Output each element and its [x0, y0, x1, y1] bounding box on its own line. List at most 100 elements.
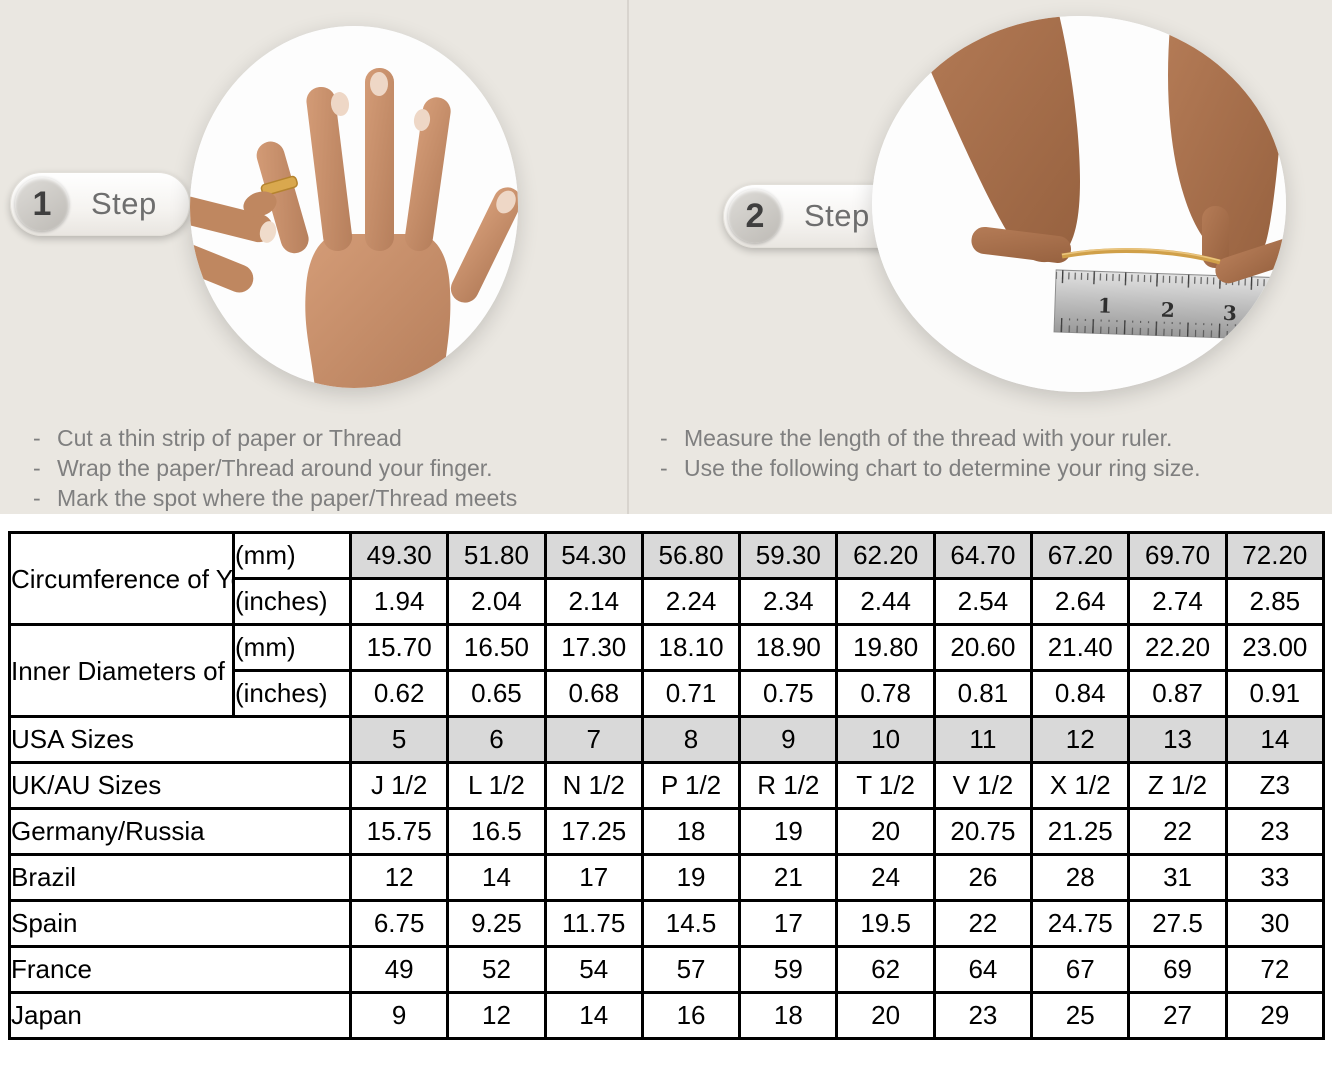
- table-value-cell: 0.78: [835, 669, 936, 718]
- table-value-cell: 23: [1224, 807, 1326, 856]
- step-label: Step: [91, 186, 157, 221]
- table-region-label: Germany/Russia: [8, 807, 352, 856]
- table-value-cell: V 1/2: [932, 761, 1034, 810]
- table-value-cell: 20.75: [932, 807, 1034, 856]
- table-value-cell: 2.04: [446, 577, 547, 626]
- ruler-icon: 1 2 3: [1053, 269, 1286, 342]
- table-value-cell: 72: [1224, 945, 1326, 994]
- table-value-cell: 62: [835, 945, 936, 994]
- table-value-cell: 17.25: [543, 807, 644, 856]
- table-value-cell: 11: [932, 715, 1034, 764]
- table-value-cell: Z 1/2: [1127, 761, 1228, 810]
- step-1-badge: 1 Step: [10, 172, 190, 236]
- table-value-cell: 57: [640, 945, 742, 994]
- table-value-cell: 6.75: [348, 899, 450, 948]
- measuring-thread-with-ruler-photo: 1 2 3: [872, 16, 1286, 392]
- table-value-cell: 7: [543, 715, 644, 764]
- table-value-cell: 14: [446, 853, 547, 902]
- gold-ring-icon: [260, 175, 298, 196]
- table-value-cell: 22.20: [1127, 623, 1228, 672]
- table-region-label: France: [8, 945, 352, 994]
- table-value-cell: 12: [446, 991, 547, 1040]
- table-value-cell: 0.75: [738, 669, 839, 718]
- bullet-dash: -: [33, 425, 41, 451]
- table-value-cell: 72.20: [1224, 531, 1326, 580]
- table-value-cell: 14.5: [640, 899, 742, 948]
- table-value-cell: 67.20: [1030, 531, 1131, 580]
- table-value-cell: 59: [738, 945, 839, 994]
- instruction-text: Wrap the paper/Thread around your finger…: [57, 455, 493, 481]
- table-value-cell: 20: [835, 807, 936, 856]
- table-value-cell: 21.25: [1030, 807, 1131, 856]
- table-value-cell: 51.80: [446, 531, 547, 580]
- table-value-cell: 54.30: [543, 531, 644, 580]
- table-value-cell: 13: [1127, 715, 1228, 764]
- table-value-cell: 16: [640, 991, 742, 1040]
- table-value-cell: 67: [1030, 945, 1131, 994]
- table-value-cell: 23.00: [1224, 623, 1326, 672]
- panel-divider: [627, 0, 629, 514]
- table-value-cell: 17.30: [543, 623, 644, 672]
- table-value-cell: N 1/2: [543, 761, 644, 810]
- table-value-cell: 5: [348, 715, 450, 764]
- svg-text:1: 1: [1098, 293, 1113, 317]
- table-value-cell: 0.87: [1127, 669, 1228, 718]
- table-value-cell: 2.14: [543, 577, 644, 626]
- table-value-cell: 59.30: [738, 531, 839, 580]
- table-value-cell: P 1/2: [640, 761, 742, 810]
- bullet-dash: -: [33, 485, 41, 511]
- table-value-cell: 28: [1030, 853, 1131, 902]
- step-number-circle: 2: [728, 189, 782, 243]
- table-value-cell: L 1/2: [446, 761, 547, 810]
- gold-thread-icon: [1061, 247, 1221, 265]
- table-unit-cell: (mm): [232, 531, 352, 580]
- table-value-cell: 6: [446, 715, 547, 764]
- table-value-cell: 16.5: [446, 807, 547, 856]
- table-value-cell: 8: [640, 715, 742, 764]
- table-unit-cell: (inches): [232, 669, 352, 718]
- table-value-cell: 27.5: [1127, 899, 1228, 948]
- table-value-cell: 22: [932, 899, 1034, 948]
- instruction-text: Use the following chart to determine you…: [684, 455, 1201, 481]
- table-value-cell: 31: [1127, 853, 1228, 902]
- table-value-cell: 12: [1030, 715, 1131, 764]
- step-2-panel: 2 Step: [629, 0, 1332, 514]
- table-value-cell: 62.20: [835, 531, 936, 580]
- table-value-cell: 56.80: [640, 531, 742, 580]
- table-value-cell: 69.70: [1127, 531, 1228, 580]
- table-value-cell: 2.44: [835, 577, 936, 626]
- table-value-cell: 64.70: [932, 531, 1034, 580]
- svg-text:2: 2: [1160, 298, 1175, 322]
- table-value-cell: 54: [543, 945, 644, 994]
- table-value-cell: 25: [1030, 991, 1131, 1040]
- table-value-cell: 30: [1224, 899, 1326, 948]
- table-value-cell: 17: [543, 853, 644, 902]
- table-value-cell: 20.60: [932, 623, 1034, 672]
- table-value-cell: 19.80: [835, 623, 936, 672]
- table-value-cell: 1.94: [348, 577, 450, 626]
- table-value-cell: 9: [738, 715, 839, 764]
- table-row-group-label: Circumference of Your Finger: [8, 531, 235, 626]
- table-value-cell: 21: [738, 853, 839, 902]
- table-value-cell: 15.75: [348, 807, 450, 856]
- table-value-cell: 16.50: [446, 623, 547, 672]
- table-value-cell: 19: [640, 853, 742, 902]
- step-number-circle: 1: [15, 177, 69, 231]
- table-value-cell: 22: [1127, 807, 1228, 856]
- table-value-cell: 14: [543, 991, 644, 1040]
- instruction-text: Cut a thin strip of paper or Thread: [57, 425, 402, 451]
- table-value-cell: 27: [1127, 991, 1228, 1040]
- table-value-cell: 11.75: [543, 899, 644, 948]
- table-value-cell: 49.30: [348, 531, 450, 580]
- table-value-cell: 33: [1224, 853, 1326, 902]
- table-value-cell: 15.70: [348, 623, 450, 672]
- table-value-cell: 26: [932, 853, 1034, 902]
- hand-with-gold-ring-photo: [190, 26, 518, 388]
- table-unit-cell: (inches): [232, 577, 352, 626]
- table-value-cell: 10: [835, 715, 936, 764]
- table-region-label: Japan: [8, 991, 352, 1040]
- table-value-cell: 24: [835, 853, 936, 902]
- table-value-cell: 49: [348, 945, 450, 994]
- table-value-cell: R 1/2: [738, 761, 839, 810]
